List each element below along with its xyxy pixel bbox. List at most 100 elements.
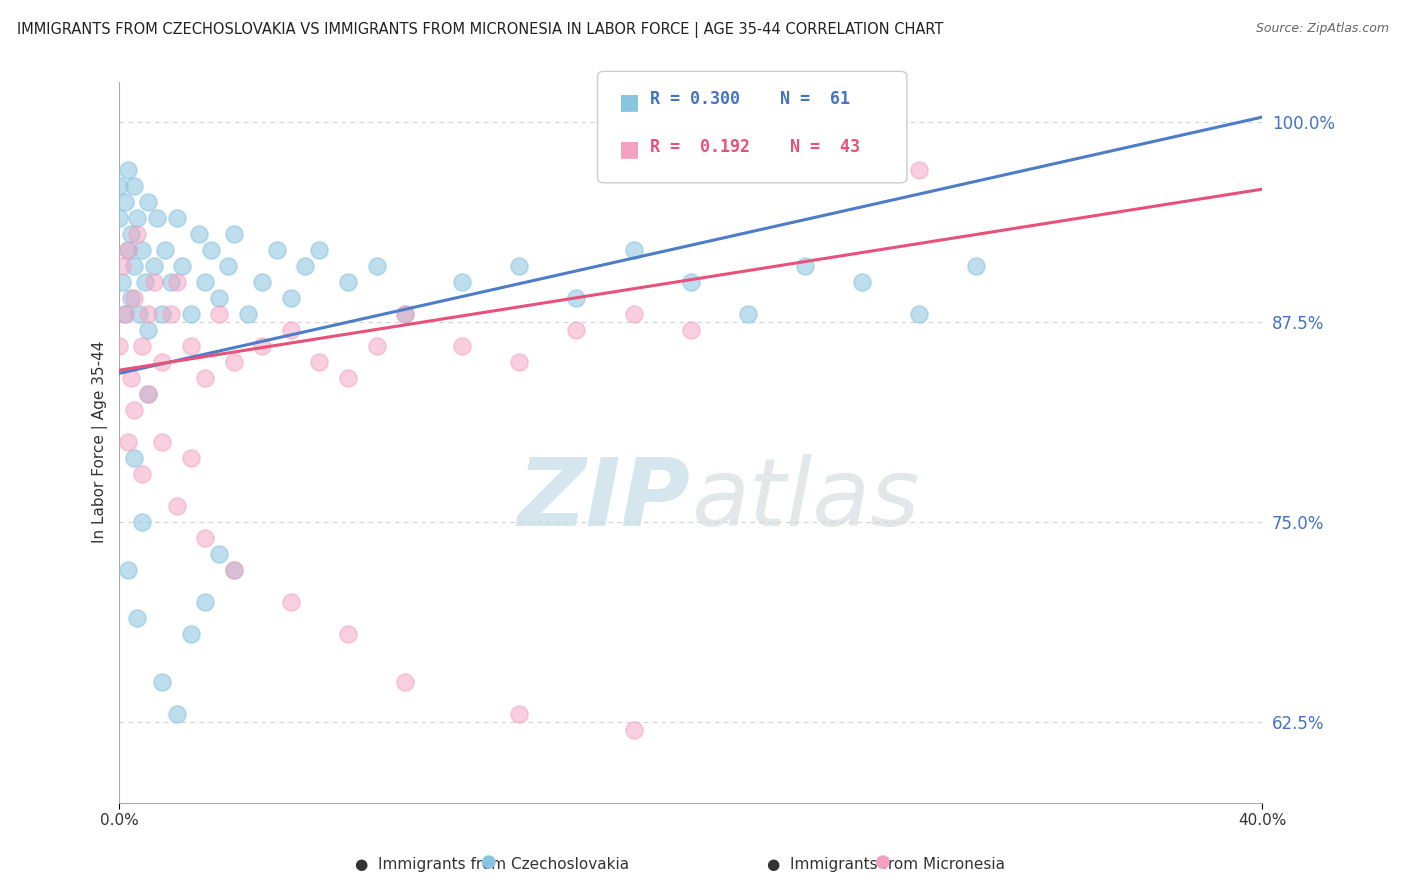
Point xyxy=(965,259,987,273)
Text: ●: ● xyxy=(875,854,891,871)
Point xyxy=(125,611,148,625)
Point xyxy=(111,275,134,289)
Point xyxy=(366,339,388,353)
Point xyxy=(142,275,165,289)
Point xyxy=(153,243,176,257)
Point xyxy=(451,339,474,353)
Point xyxy=(565,323,588,337)
Point xyxy=(565,291,588,305)
Point xyxy=(222,227,245,241)
Point xyxy=(122,451,145,466)
Point xyxy=(128,307,150,321)
Point xyxy=(131,467,153,482)
Point xyxy=(679,275,702,289)
Point xyxy=(145,211,167,225)
Point xyxy=(252,339,274,353)
Point xyxy=(308,243,330,257)
Point xyxy=(117,243,139,257)
Point xyxy=(394,307,416,321)
Point xyxy=(166,275,188,289)
Point xyxy=(120,291,142,305)
Point xyxy=(336,371,359,385)
Point xyxy=(208,291,231,305)
Text: ZIP: ZIP xyxy=(517,454,690,546)
Point xyxy=(451,275,474,289)
Point xyxy=(108,179,131,194)
Point xyxy=(208,547,231,561)
Point xyxy=(117,163,139,178)
Point xyxy=(294,259,316,273)
Point xyxy=(252,275,274,289)
Point xyxy=(108,211,131,225)
Point xyxy=(188,227,211,241)
Point xyxy=(308,355,330,369)
Point xyxy=(142,259,165,273)
Point xyxy=(136,387,159,401)
Point xyxy=(851,275,873,289)
Point xyxy=(222,355,245,369)
Point xyxy=(136,194,159,209)
Point xyxy=(122,259,145,273)
Text: ●: ● xyxy=(481,854,498,871)
Point xyxy=(136,307,159,321)
Point xyxy=(222,563,245,577)
Point xyxy=(166,211,188,225)
Text: atlas: atlas xyxy=(690,454,920,545)
Point xyxy=(236,307,259,321)
Point xyxy=(122,403,145,417)
Point xyxy=(336,627,359,641)
Point xyxy=(280,323,302,337)
Point xyxy=(117,243,139,257)
Point xyxy=(366,259,388,273)
Point xyxy=(208,307,231,321)
Point xyxy=(117,563,139,577)
Point xyxy=(120,227,142,241)
Point xyxy=(908,307,931,321)
Point xyxy=(131,339,153,353)
Point xyxy=(280,595,302,609)
Point xyxy=(508,355,530,369)
Point xyxy=(114,194,136,209)
Point xyxy=(194,595,217,609)
Point xyxy=(125,227,148,241)
Point xyxy=(117,435,139,450)
Point xyxy=(160,307,183,321)
Point xyxy=(122,291,145,305)
Point xyxy=(508,707,530,722)
Point xyxy=(508,259,530,273)
Point xyxy=(136,387,159,401)
Point xyxy=(280,291,302,305)
Point xyxy=(166,707,188,722)
Text: Source: ZipAtlas.com: Source: ZipAtlas.com xyxy=(1256,22,1389,36)
Point xyxy=(111,259,134,273)
Point xyxy=(794,259,817,273)
Point xyxy=(737,307,759,321)
Point xyxy=(180,307,202,321)
Point xyxy=(114,307,136,321)
Point xyxy=(623,723,645,738)
Point xyxy=(200,243,222,257)
Point xyxy=(114,307,136,321)
Point xyxy=(194,275,217,289)
Point xyxy=(623,307,645,321)
Point xyxy=(150,355,173,369)
Point xyxy=(266,243,288,257)
Point xyxy=(166,500,188,514)
Text: ●  Immigrants from Micronesia: ● Immigrants from Micronesia xyxy=(766,857,1005,872)
Point xyxy=(160,275,183,289)
Point xyxy=(222,563,245,577)
Point xyxy=(131,516,153,530)
Point xyxy=(134,275,156,289)
Text: R = 0.300    N =  61: R = 0.300 N = 61 xyxy=(650,90,849,108)
Point xyxy=(180,451,202,466)
Point xyxy=(150,307,173,321)
Point xyxy=(217,259,239,273)
Point xyxy=(194,531,217,545)
Point xyxy=(908,163,931,178)
Point xyxy=(122,179,145,194)
Point xyxy=(194,371,217,385)
Point xyxy=(108,339,131,353)
Text: R =  0.192    N =  43: R = 0.192 N = 43 xyxy=(650,137,859,155)
Point xyxy=(120,371,142,385)
Point xyxy=(150,675,173,690)
